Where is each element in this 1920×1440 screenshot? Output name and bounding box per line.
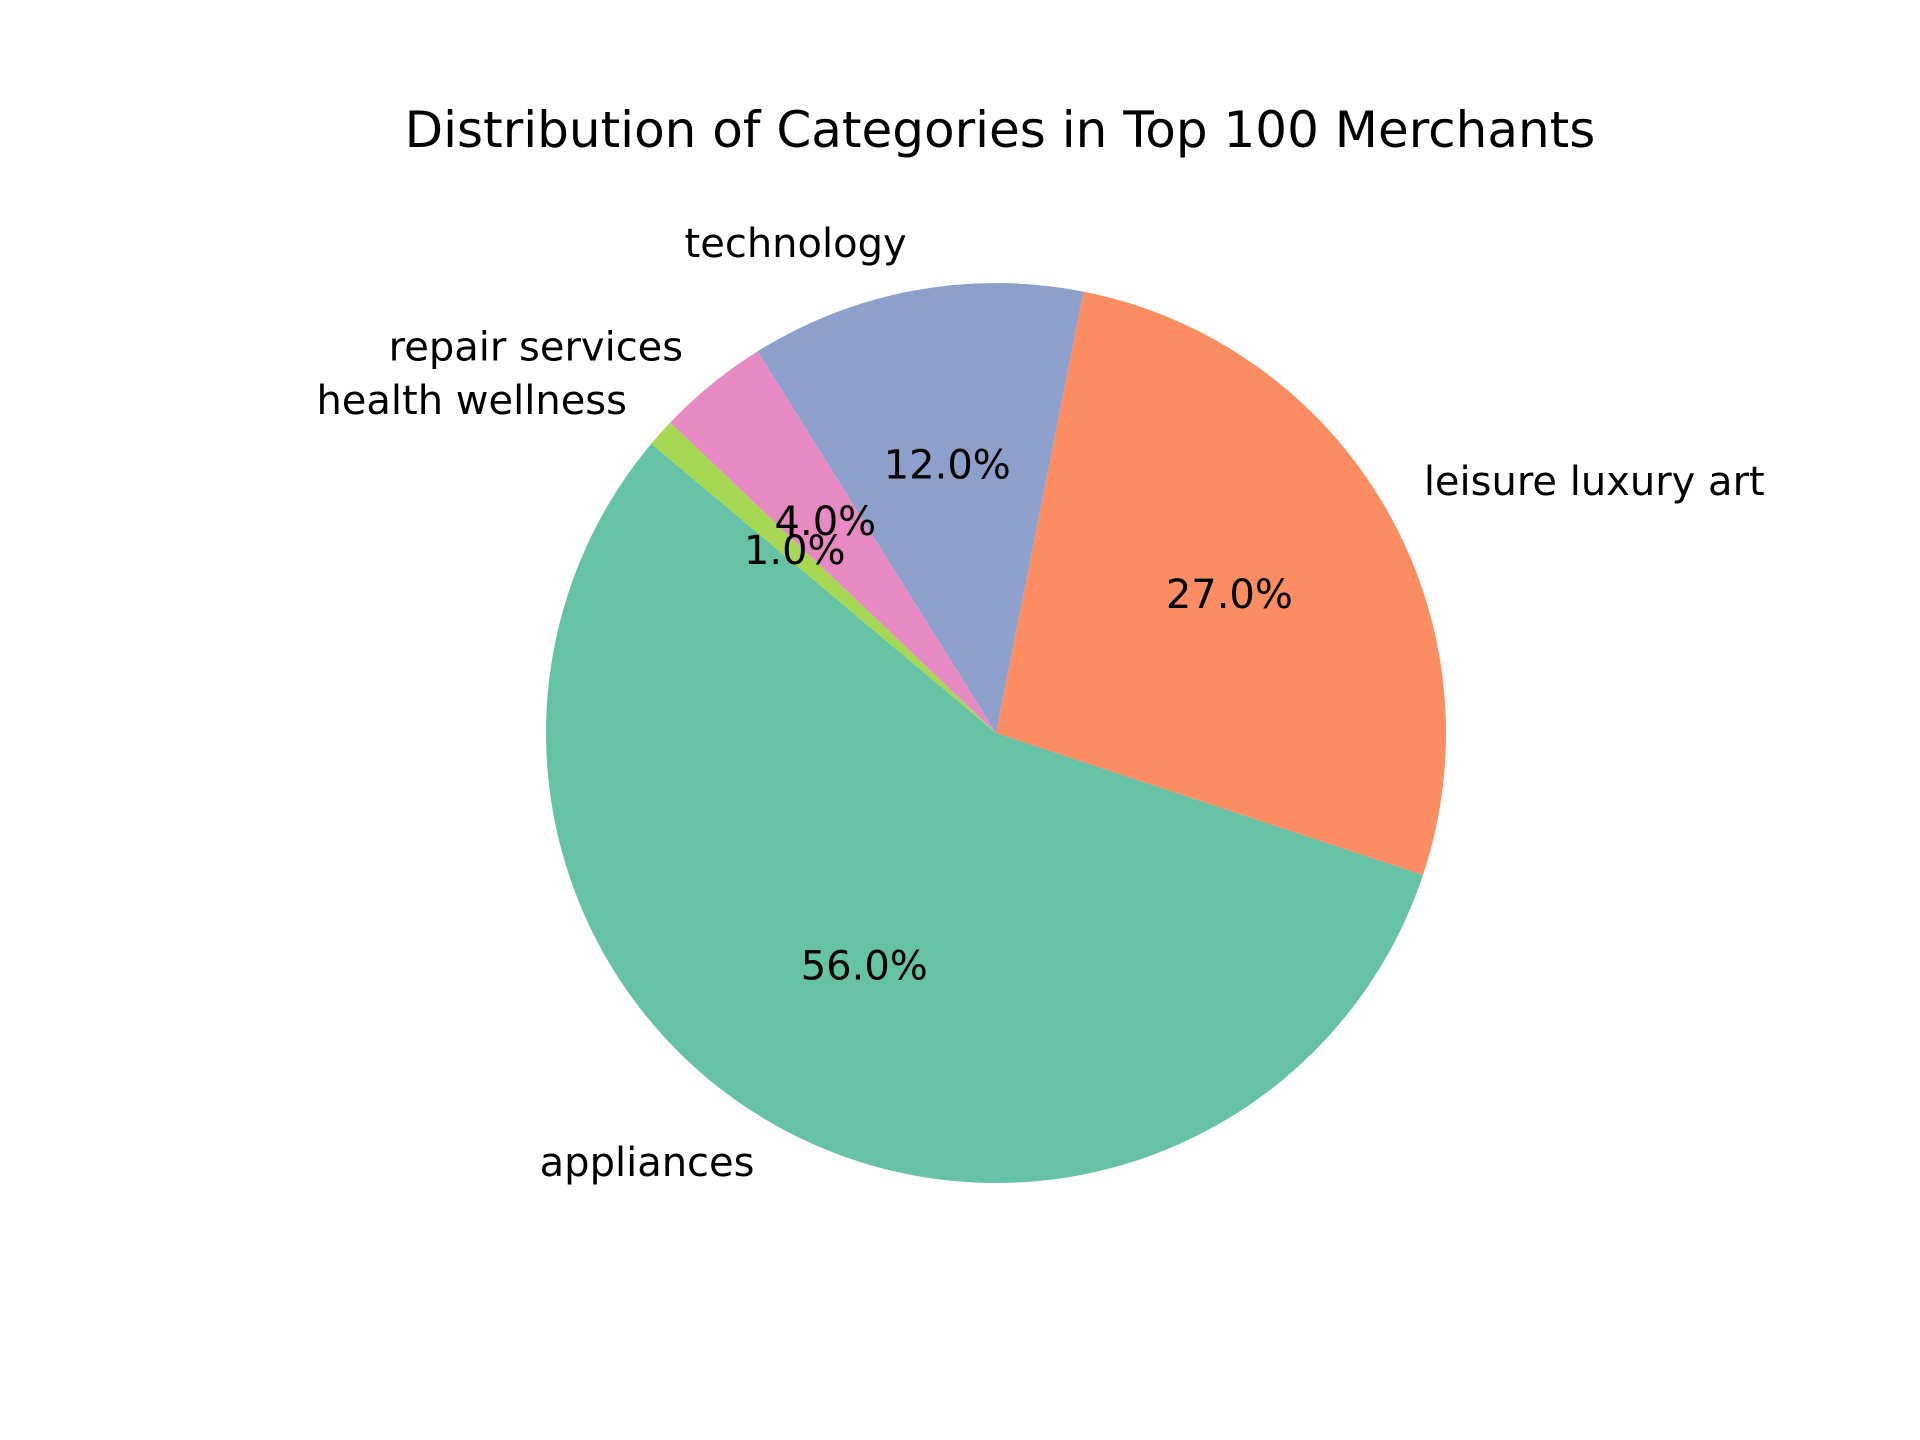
slice-label-health-wellness: health wellness <box>316 378 627 424</box>
pie-slice-appliances <box>546 443 1423 1183</box>
percent-label-technology: 12.0% <box>884 442 1011 488</box>
pie-slices <box>546 283 1447 1183</box>
pie-slice-repair-services <box>670 351 996 733</box>
slice-label-technology: technology <box>685 221 907 267</box>
slice-label-appliances: appliances <box>540 1140 755 1186</box>
pie-slice-health-wellness <box>651 422 996 733</box>
pie-slice-technology <box>757 283 1084 733</box>
percent-label-health-wellness: 1.0% <box>744 528 846 574</box>
pie-slice-leisure-luxury-art <box>996 291 1447 876</box>
percent-labels: 56.0% 27.0% 12.0%4.0%1.0% <box>744 442 1293 989</box>
percent-label-repair-services: 4.0% <box>775 499 877 545</box>
slice-labels: appliances leisure luxury art technology re… <box>316 221 1764 1186</box>
percent-label-leisure-luxury-art: 27.0% <box>1166 572 1293 618</box>
percent-label-appliances: 56.0% <box>801 944 928 990</box>
slice-label-leisure-luxury-art: leisure luxury art <box>1424 459 1765 505</box>
chart-title: Distribution of Categories in Top 100 Me… <box>405 101 1596 159</box>
slice-label-repair-services: repair services <box>389 324 683 370</box>
